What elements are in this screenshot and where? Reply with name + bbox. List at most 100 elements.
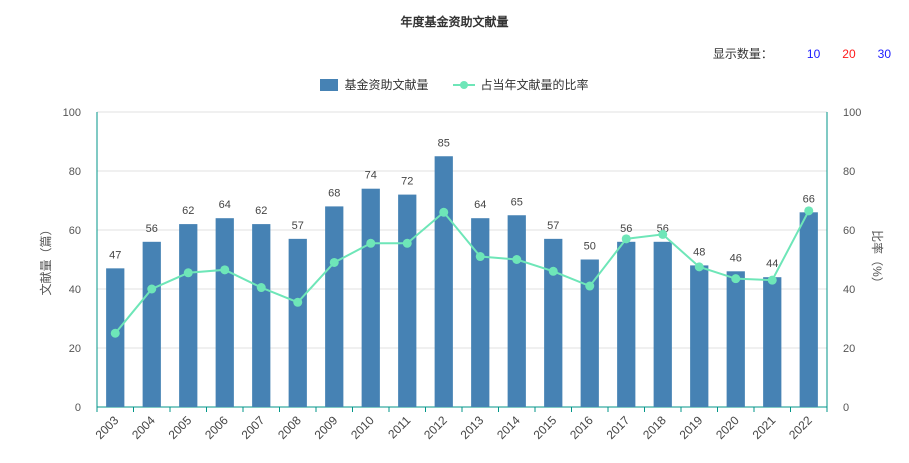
- display-count-option-10[interactable]: 10: [806, 46, 821, 61]
- ratio-point: [293, 297, 303, 307]
- bar-value-label: 74: [365, 170, 377, 182]
- bar-value-label: 85: [438, 137, 450, 149]
- bar: [763, 277, 782, 407]
- bar: [361, 188, 380, 407]
- ratio-point: [585, 281, 595, 291]
- bar-value-label: 68: [328, 187, 340, 199]
- bar: [325, 206, 344, 407]
- legend-item-bar-series[interactable]: 基金资助文献量: [320, 76, 429, 93]
- x-tick-label: 2004: [129, 413, 158, 442]
- bar-value-label: 47: [109, 249, 121, 261]
- bar-value-label: 50: [584, 241, 596, 253]
- ratio-line: [114, 210, 810, 334]
- bar: [471, 218, 490, 407]
- x-tick-label: 2011: [385, 413, 413, 441]
- ratio-point: [256, 283, 266, 293]
- bar: [215, 218, 234, 407]
- x-tick-label: 2013: [458, 413, 487, 442]
- bar-value-label: 56: [146, 223, 158, 235]
- chart-title: 年度基金资助文献量: [400, 15, 509, 29]
- x-tick-label: 2007: [239, 413, 268, 442]
- y-right-tick-label: 100: [843, 107, 861, 119]
- y-right-tick-label: 80: [843, 166, 855, 178]
- ratio-point: [621, 234, 631, 244]
- bar-value-label: 66: [803, 193, 815, 205]
- bar-value-label: 62: [255, 205, 267, 217]
- chart-legend: 基金资助文献量 占当年文献量的比率: [0, 76, 909, 93]
- bar: [507, 215, 526, 407]
- ratio-point: [329, 257, 339, 267]
- display-count-label: 显示数量：: [712, 47, 773, 61]
- y-right-tick-label: 60: [843, 225, 855, 237]
- x-tick-label: 2022: [786, 413, 815, 442]
- bar: [799, 212, 818, 407]
- ratio-point: [658, 229, 668, 239]
- y-left-tick-label: 20: [69, 343, 81, 355]
- x-tick-label: 2005: [166, 413, 195, 442]
- bar-value-label: 44: [766, 258, 778, 270]
- x-tick-label: 2017: [604, 413, 633, 442]
- legend-item-line-series[interactable]: 占当年文献量的比率: [452, 76, 589, 93]
- ratio-point: [804, 206, 814, 216]
- ratio-point: [512, 255, 522, 264]
- x-tick-label: 2016: [567, 413, 596, 442]
- x-tick-label: 2020: [713, 413, 742, 442]
- x-tick-label: 2010: [348, 413, 377, 442]
- x-tick-label: 2008: [275, 413, 304, 442]
- ratio-point: [548, 266, 558, 276]
- y-right-tick-label: 0: [843, 402, 849, 414]
- y-right-tick-label: 40: [843, 284, 855, 296]
- y-right-tick-label: 20: [843, 343, 855, 355]
- x-tick-label: 2021: [750, 413, 779, 442]
- ratio-point: [220, 265, 230, 275]
- ratio-point: [439, 207, 449, 217]
- bar: [580, 259, 599, 407]
- ratio-point: [147, 284, 157, 294]
- legend-line-swatch: [452, 79, 475, 91]
- y-left-tick-label: 60: [69, 225, 81, 237]
- bar: [726, 271, 745, 407]
- bar-value-label: 64: [219, 199, 231, 211]
- legend-line-label: 占当年文献量的比率: [480, 78, 589, 92]
- y-left-tick-label: 0: [75, 402, 81, 414]
- bar: [690, 265, 709, 407]
- legend-bar-label: 基金资助文献量: [344, 78, 429, 92]
- display-count-selector: 显示数量： 10 20 30: [713, 45, 891, 62]
- x-tick-label: 2014: [494, 413, 523, 442]
- bar-value-label: 65: [511, 196, 523, 208]
- bar-value-label: 62: [182, 205, 194, 217]
- y-left-tick-label: 40: [69, 284, 81, 296]
- display-count-option-20[interactable]: 20: [842, 46, 856, 61]
- y-left-axis-title: 文献量（篇）: [38, 223, 53, 295]
- ratio-point: [366, 238, 376, 248]
- legend-bar-swatch: [320, 78, 339, 91]
- x-tick-label: 2006: [202, 413, 231, 442]
- bar: [434, 156, 453, 407]
- display-count-option-30[interactable]: 30: [877, 46, 891, 61]
- ratio-point: [402, 238, 412, 248]
- x-tick-label: 2009: [312, 413, 341, 442]
- x-tick-label: 2015: [531, 413, 560, 442]
- bar-value-label: 57: [292, 220, 304, 232]
- ratio-point: [767, 275, 777, 285]
- x-tick-label: 2019: [677, 413, 706, 442]
- y-left-tick-label: 100: [63, 107, 81, 119]
- bar: [142, 241, 161, 407]
- bar-value-label: 57: [547, 220, 559, 232]
- x-tick-label: 2003: [93, 413, 122, 442]
- ratio-point: [183, 268, 193, 278]
- bar-value-label: 46: [730, 252, 742, 264]
- bar-value-label: 56: [620, 223, 632, 235]
- ratio-point: [475, 252, 485, 262]
- bar-value-label: 48: [693, 246, 705, 258]
- ratio-point: [110, 328, 120, 338]
- ratio-point: [694, 262, 704, 272]
- bar-value-label: 64: [474, 199, 486, 211]
- bar: [544, 238, 563, 407]
- y-left-tick-label: 80: [69, 166, 81, 178]
- bar: [617, 241, 636, 407]
- x-tick-label: 2012: [421, 413, 450, 442]
- bar: [288, 238, 307, 407]
- bar: [252, 224, 271, 407]
